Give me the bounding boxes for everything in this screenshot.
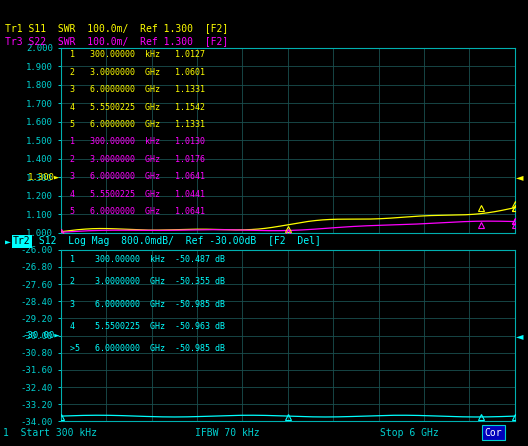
Text: IFBW 70 kHz: IFBW 70 kHz [195, 428, 259, 438]
Text: 4    5.5500225  GHz  -50.963 dB: 4 5.5500225 GHz -50.963 dB [70, 322, 225, 331]
Text: 4   5.5500225  GHz   1.0441: 4 5.5500225 GHz 1.0441 [70, 190, 205, 198]
Text: 1    300.00000  kHz  -50.487 dB: 1 300.00000 kHz -50.487 dB [70, 255, 225, 264]
Text: 3   6.0000000  GHz   1.0641: 3 6.0000000 GHz 1.0641 [70, 172, 205, 181]
Text: Tr3 S22  SWR  100.0m/  Ref 1.300  [F2]: Tr3 S22 SWR 100.0m/ Ref 1.300 [F2] [5, 36, 229, 46]
Text: 5   6.0000000  GHz   1.0641: 5 6.0000000 GHz 1.0641 [70, 207, 205, 216]
Text: ◄: ◄ [516, 172, 523, 182]
Text: 3   6.0000000  GHz   1.1331: 3 6.0000000 GHz 1.1331 [70, 85, 205, 94]
Text: 1   300.00000  kHz   1.0130: 1 300.00000 kHz 1.0130 [70, 137, 205, 146]
Text: 5   6.0000000  GHz   1.1331: 5 6.0000000 GHz 1.1331 [70, 120, 205, 129]
Text: 2    3.0000000  GHz  -50.355 dB: 2 3.0000000 GHz -50.355 dB [70, 277, 225, 286]
Text: 3    6.0000000  GHz  -50.985 dB: 3 6.0000000 GHz -50.985 dB [70, 300, 225, 309]
Text: ►: ► [5, 236, 11, 246]
Text: 2   3.0000000  GHz   1.0176: 2 3.0000000 GHz 1.0176 [70, 155, 205, 164]
Text: Cor: Cor [485, 428, 503, 438]
Text: ◄: ◄ [516, 330, 523, 341]
Text: 1  Start 300 kHz: 1 Start 300 kHz [3, 428, 97, 438]
Text: 1   300.00000  kHz   1.0127: 1 300.00000 kHz 1.0127 [70, 50, 205, 59]
Text: 4   5.5500225  GHz   1.1542: 4 5.5500225 GHz 1.1542 [70, 103, 205, 112]
Text: Tr2: Tr2 [13, 236, 31, 246]
Text: 1.300►: 1.300► [28, 173, 60, 182]
Text: Tr1 S11  SWR  100.0m/  Ref 1.300  [F2]: Tr1 S11 SWR 100.0m/ Ref 1.300 [F2] [5, 23, 229, 33]
Text: -30.00►: -30.00► [23, 331, 60, 340]
Text: S12  Log Mag  800.0mdB/  Ref -30.00dB  [F2  Del]: S12 Log Mag 800.0mdB/ Ref -30.00dB [F2 D… [33, 236, 320, 246]
Text: 2   3.0000000  GHz   1.0601: 2 3.0000000 GHz 1.0601 [70, 68, 205, 77]
Text: Stop 6 GHz: Stop 6 GHz [380, 428, 439, 438]
Text: >5   6.0000000  GHz  -50.985 dB: >5 6.0000000 GHz -50.985 dB [70, 344, 225, 353]
